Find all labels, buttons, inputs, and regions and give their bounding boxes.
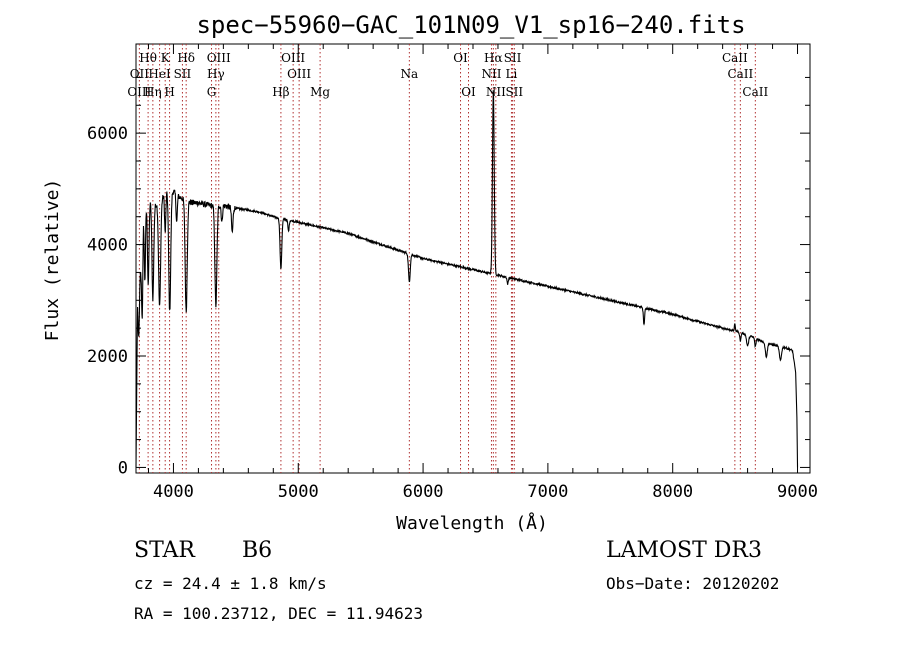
spectral-line-label: Na bbox=[401, 67, 419, 81]
spectral-line-label: SII bbox=[504, 51, 522, 65]
spectral-line-label: CaII bbox=[742, 85, 768, 99]
plot-frame-group bbox=[135, 43, 811, 474]
spectral-line-label: OIII bbox=[207, 51, 231, 65]
x-tick-label: 9000 bbox=[777, 482, 818, 502]
spectral-line-label: G bbox=[207, 85, 217, 99]
obs-date-text: Obs−Date: 20120202 bbox=[606, 574, 780, 593]
spectral-line-label: OIII bbox=[281, 51, 305, 65]
object-subclass: B6 bbox=[242, 538, 273, 563]
spectral-line-label: Hβ bbox=[272, 85, 289, 99]
y-tick-label: 6000 bbox=[87, 124, 128, 144]
x-tick-label: 5000 bbox=[278, 482, 319, 502]
spectral-line-label: OII bbox=[130, 67, 150, 81]
chart-title: spec−55960−GAC_101N09_V1_sp16−240.fits bbox=[196, 11, 745, 39]
spectral-line-label: OI bbox=[461, 85, 476, 99]
spectrum-group bbox=[135, 90, 799, 468]
survey-name: LAMOST DR3 bbox=[606, 538, 762, 563]
redshift-text: cz = 24.4 ± 1.8 km/s bbox=[134, 574, 327, 593]
y-axis-label: Flux (relative) bbox=[42, 179, 63, 342]
spectral-line-label: OIII bbox=[127, 85, 151, 99]
y-tick-label: 2000 bbox=[87, 347, 128, 367]
spectral-line-label: Hη bbox=[144, 85, 162, 99]
x-tick-label: 7000 bbox=[527, 482, 568, 502]
axis-ticks: 4000 5000 6000 7000 8000 9000 0 2000 4000 6000 bbox=[87, 44, 818, 502]
x-tick-label: 6000 bbox=[403, 482, 444, 502]
y-tick-label: 4000 bbox=[87, 236, 128, 256]
y-tick-label: 0 bbox=[118, 458, 128, 478]
spectral-line-label: OIII bbox=[287, 67, 311, 81]
spectral-line-label: SII bbox=[174, 67, 192, 81]
spectral-line-label: SII bbox=[505, 85, 523, 99]
spectral-line-label: NII bbox=[486, 85, 506, 99]
object-class: STAR bbox=[134, 538, 195, 563]
spectral-line-label: Hδ bbox=[177, 51, 195, 65]
spectral-line-label: K bbox=[161, 51, 171, 65]
spectral-line-label: Li bbox=[506, 67, 518, 81]
spectral-line-label: H bbox=[164, 85, 174, 99]
coordinates-text: RA = 100.23712, DEC = 11.94623 bbox=[134, 604, 423, 623]
x-tick-label: 4000 bbox=[153, 482, 194, 502]
spectral-line-label: Hθ bbox=[139, 51, 157, 65]
x-axis-label: Wavelength (Å) bbox=[396, 512, 548, 534]
spectral-line-label: Hγ bbox=[207, 67, 225, 81]
spectrum-line bbox=[135, 90, 799, 468]
spectral-line-label: NII bbox=[481, 67, 501, 81]
spectral-line-label: CaII bbox=[722, 51, 748, 65]
spectral-line-markers bbox=[138, 44, 756, 473]
spectral-line-label: Hα bbox=[484, 51, 503, 65]
x-tick-label: 8000 bbox=[652, 482, 693, 502]
plot-frame bbox=[135, 43, 811, 474]
spectral-line-label: Mg bbox=[310, 85, 330, 99]
spectral-line-label: OI bbox=[453, 51, 468, 65]
spectral-line-label: HeI bbox=[148, 67, 171, 81]
spectral-line-label: CaII bbox=[727, 67, 753, 81]
